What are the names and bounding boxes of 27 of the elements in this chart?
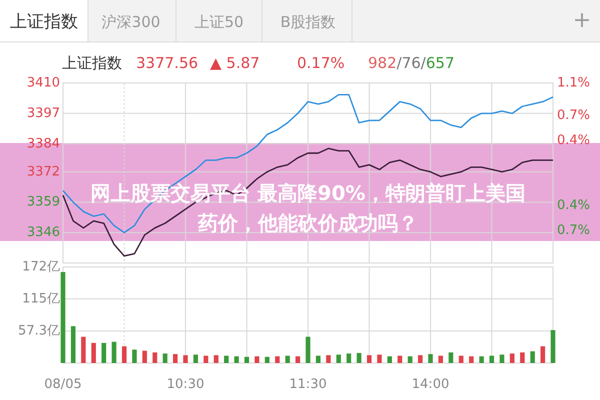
text: 上证指数 [62, 54, 122, 72]
y2-tick-label: 1.1% [557, 76, 590, 90]
text: 3377.56 [136, 54, 198, 72]
text: 上证50 [194, 13, 244, 31]
y2-tick-label: 0.4% [557, 198, 590, 214]
y-tick-label: 3372 [26, 164, 60, 180]
y-tick-label: 3397 [26, 106, 60, 121]
text: 982/76/657 [368, 54, 454, 72]
y-tick-label: 115亿 [22, 291, 60, 306]
y-tick-label: 3346 [26, 225, 60, 240]
y2-tick-label: 0.7% [557, 222, 590, 238]
text: 0.17% [297, 54, 345, 72]
y-tick-label: 3410 [26, 76, 60, 90]
y-tick-label: 3359 [26, 194, 60, 210]
x-tick-label: 11:30 [289, 377, 327, 392]
text: 沪深300 [102, 13, 160, 31]
text: B股指数 [280, 13, 336, 31]
y2-tick-label: 0.4% [557, 132, 590, 148]
y2-tick-label: 0.7% [557, 108, 590, 124]
y-tick-label: 57.3亿 [18, 324, 60, 339]
x-tick-label: 10:30 [166, 377, 204, 392]
x-tick-label: 08/05 [44, 377, 82, 392]
x-tick-label: 14:00 [412, 377, 450, 392]
text: ▲ 5.87 [210, 54, 260, 72]
text: 上证指数 [10, 12, 78, 32]
y-tick-label: 172亿 [22, 260, 60, 274]
text: + [572, 8, 592, 33]
